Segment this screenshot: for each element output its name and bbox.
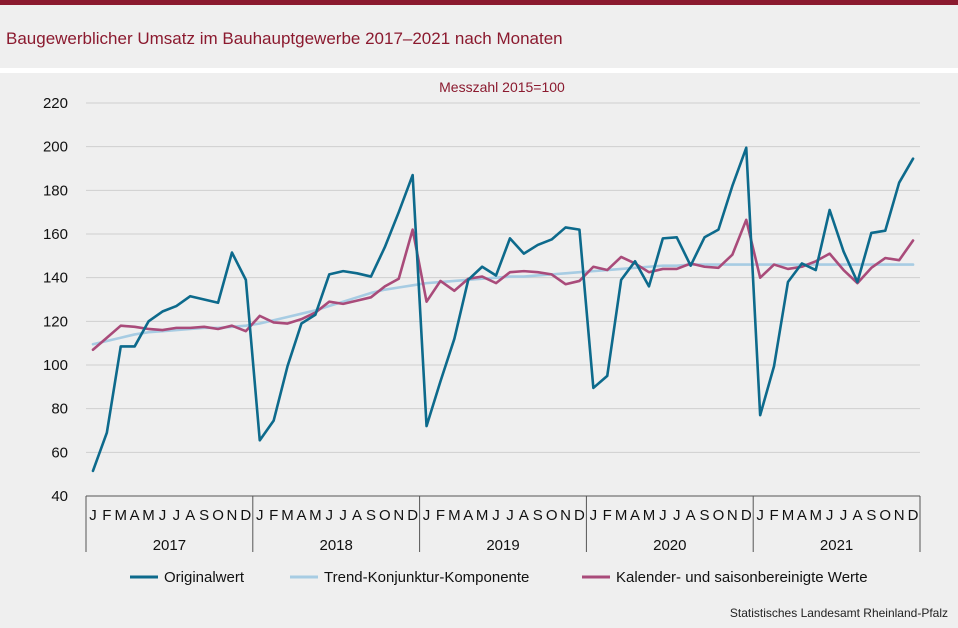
legend-label: Trend-Konjunktur-Komponente xyxy=(324,569,529,586)
month-tick-label: J xyxy=(673,507,681,524)
month-tick-label: M xyxy=(810,507,823,524)
series-line-3 xyxy=(91,218,915,352)
month-tick-label: M xyxy=(281,507,294,524)
month-tick-label: S xyxy=(366,507,376,524)
top-accent-bar xyxy=(0,0,958,5)
month-tick-label: J xyxy=(89,507,97,524)
month-tick-label: J xyxy=(659,507,667,524)
month-tick-label: N xyxy=(894,507,905,524)
month-tick-label: J xyxy=(326,507,334,524)
month-tick-label: O xyxy=(212,507,224,524)
y-tick-label: 140 xyxy=(43,270,68,287)
month-tick-label: A xyxy=(686,507,696,524)
month-tick-label: D xyxy=(741,507,752,524)
month-tick-label: M xyxy=(615,507,628,524)
month-tick-label: O xyxy=(546,507,558,524)
month-tick-label: N xyxy=(227,507,238,524)
legend-label: Kalender- und saisonbereinigte Werte xyxy=(616,569,868,586)
month-tick-label: S xyxy=(700,507,710,524)
year-label: 2019 xyxy=(486,537,519,554)
month-tick-label: A xyxy=(519,507,529,524)
grid-lines xyxy=(86,102,920,497)
title-separator xyxy=(0,68,958,73)
month-tick-label: J xyxy=(840,507,848,524)
page-title: Baugewerblicher Umsatz im Bauhauptgewerb… xyxy=(6,29,563,48)
month-tick-label: N xyxy=(727,507,738,524)
source-credit: Statistisches Landesamt Rheinland-Pfalz xyxy=(729,606,948,620)
title-band: Baugewerblicher Umsatz im Bauhauptgewerb… xyxy=(0,5,958,68)
month-tick-label: A xyxy=(185,507,195,524)
year-label: 2017 xyxy=(153,537,186,554)
legend: Originalwert Trend-Konjunktur-Komponente K… xyxy=(130,569,868,586)
y-tick-label: 200 xyxy=(43,139,68,156)
month-tick-label: S xyxy=(199,507,209,524)
month-tick-label: M xyxy=(782,507,795,524)
month-tick-label: J xyxy=(506,507,514,524)
month-tick-label: M xyxy=(142,507,155,524)
y-tick-label: 160 xyxy=(43,226,68,243)
month-tick-label: F xyxy=(436,507,445,524)
month-tick-label: O xyxy=(379,507,391,524)
month-tick-label: M xyxy=(309,507,322,524)
month-tick-label: S xyxy=(866,507,876,524)
month-tick-label: J xyxy=(590,507,598,524)
month-tick-label: N xyxy=(560,507,571,524)
month-tick-label: A xyxy=(130,507,140,524)
month-tick-label: J xyxy=(826,507,834,524)
year-label: 2020 xyxy=(653,537,686,554)
month-tick-label: A xyxy=(352,507,362,524)
y-tick-label: 100 xyxy=(43,357,68,374)
month-tick-label: J xyxy=(173,507,181,524)
month-tick-label: D xyxy=(908,507,919,524)
y-tick-label: 220 xyxy=(43,95,68,112)
month-tick-label: J xyxy=(423,507,431,524)
month-tick-label: J xyxy=(756,507,764,524)
series-line-1 xyxy=(91,146,915,473)
month-tick-label: F xyxy=(102,507,111,524)
legend-label: Originalwert xyxy=(164,569,245,586)
month-tick-label: M xyxy=(448,507,461,524)
month-tick-label: N xyxy=(393,507,404,524)
month-tick-label: A xyxy=(296,507,306,524)
year-label: 2021 xyxy=(820,537,853,554)
data-series xyxy=(91,146,915,473)
year-label: 2018 xyxy=(320,537,353,554)
month-tick-label: M xyxy=(115,507,128,524)
y-tick-label: 120 xyxy=(43,313,68,330)
month-tick-label: O xyxy=(713,507,725,524)
month-tick-label: J xyxy=(159,507,167,524)
month-tick-label: O xyxy=(879,507,891,524)
month-tick-label: F xyxy=(269,507,278,524)
month-tick-label: F xyxy=(769,507,778,524)
month-tick-label: S xyxy=(533,507,543,524)
y-tick-label: 60 xyxy=(51,444,68,461)
month-tick-label: D xyxy=(574,507,585,524)
y-tick-label: 180 xyxy=(43,182,68,199)
month-tick-label: M xyxy=(476,507,489,524)
month-tick-label: A xyxy=(463,507,473,524)
y-tick-label: 40 xyxy=(51,488,68,505)
month-tick-label: A xyxy=(630,507,640,524)
month-tick-label: M xyxy=(643,507,656,524)
month-tick-label: J xyxy=(339,507,347,524)
month-tick-label: A xyxy=(797,507,807,524)
y-tick-label: 80 xyxy=(51,401,68,418)
y-axis-ticks: 40 60 80 100 120 140 160 180 200 220 xyxy=(43,95,68,505)
month-tick-label: D xyxy=(407,507,418,524)
month-tick-label: J xyxy=(492,507,500,524)
month-tick-label: J xyxy=(256,507,264,524)
month-tick-label: A xyxy=(852,507,862,524)
month-tick-label: F xyxy=(603,507,612,524)
chart-subtitle: Messzahl 2015=100 xyxy=(439,79,565,95)
month-tick-label: D xyxy=(240,507,251,524)
